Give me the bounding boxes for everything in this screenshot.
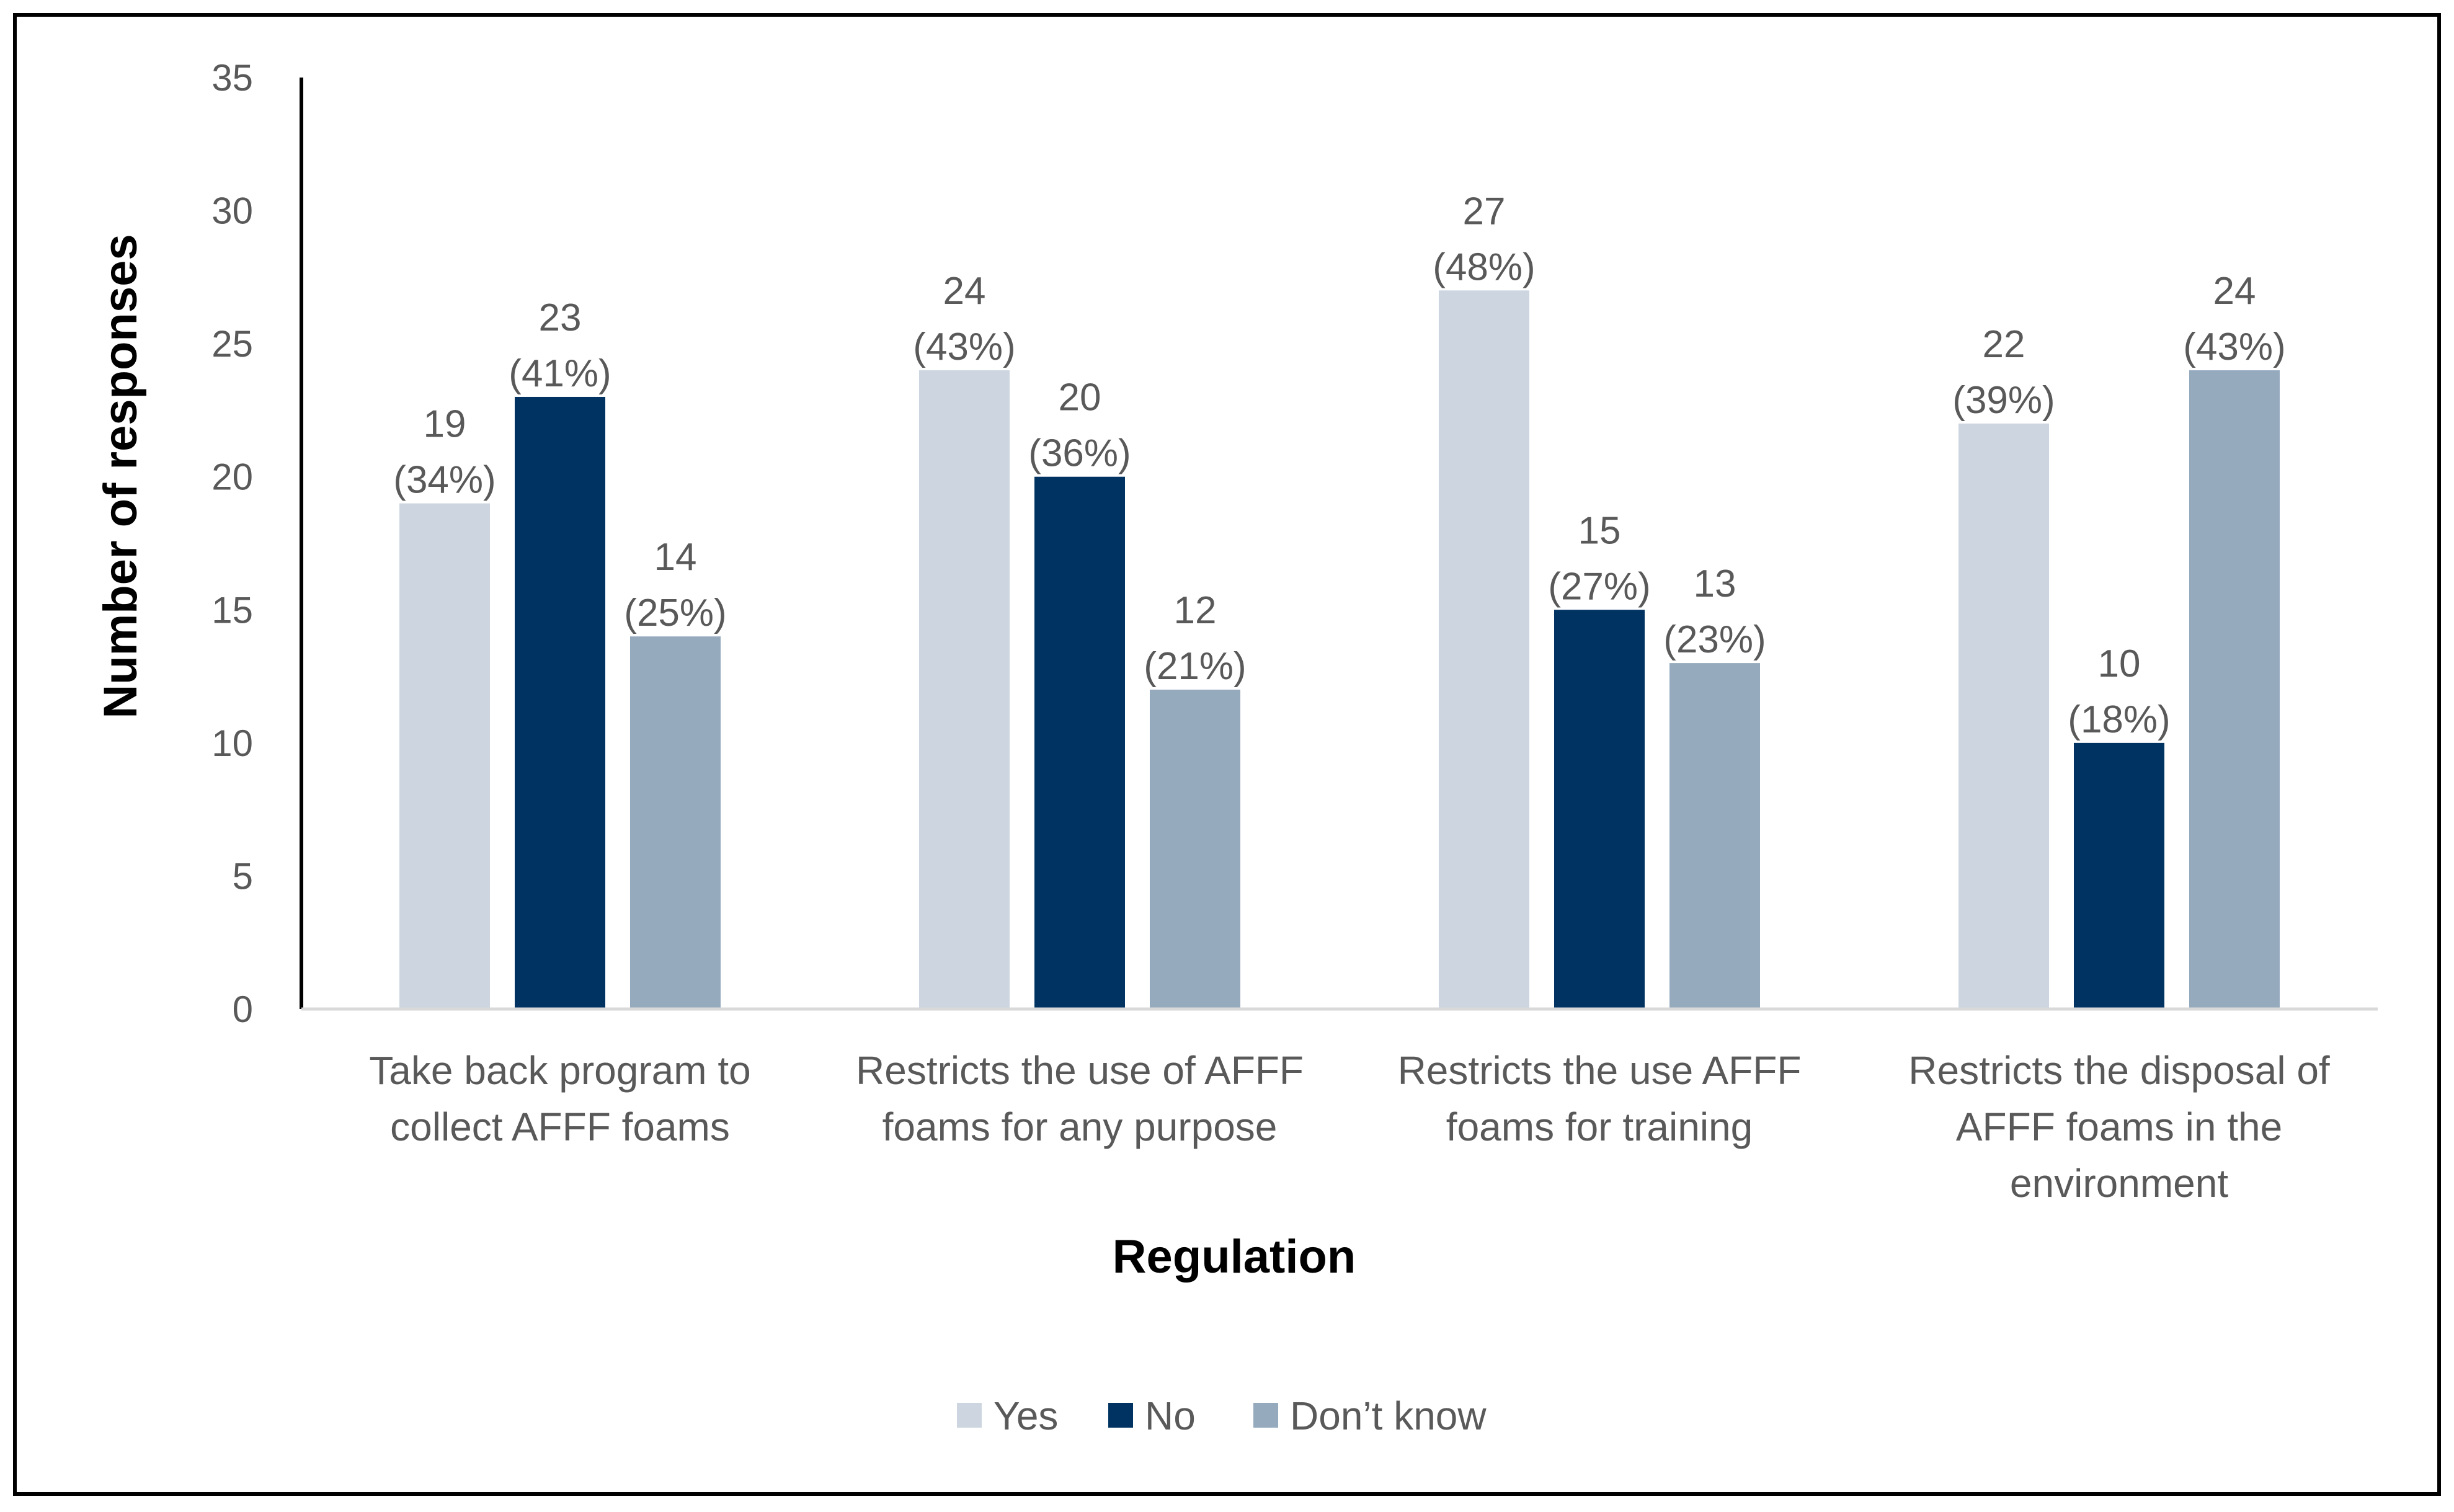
data-label-percent: (43%) xyxy=(913,326,1015,368)
data-label-percent: (21%) xyxy=(1144,645,1246,688)
bar xyxy=(919,370,1010,1009)
x-tick-label: Restricts the disposal of xyxy=(1908,1048,2330,1093)
data-label-percent: (23%) xyxy=(1663,618,1766,661)
x-tick-label: AFFF foams in the xyxy=(1956,1105,2282,1149)
x-tick-label: Restricts the use of AFFF xyxy=(856,1048,1304,1093)
x-tick-label: environment xyxy=(2010,1161,2228,1206)
y-tick-label: 5 xyxy=(233,855,253,897)
bar xyxy=(1034,476,1125,1009)
data-label-percent: (48%) xyxy=(1433,246,1535,288)
data-label-count: 22 xyxy=(1983,323,2025,366)
data-label-percent: (41%) xyxy=(509,352,611,395)
x-tick-label: collect AFFF foams xyxy=(390,1105,730,1149)
x-axis-title: Regulation xyxy=(1113,1230,1356,1283)
bar xyxy=(515,396,605,1009)
bar xyxy=(1554,610,1645,1009)
legend-swatch xyxy=(1253,1403,1278,1428)
y-tick-label: 0 xyxy=(233,989,253,1030)
data-label-percent: (39%) xyxy=(1952,379,2055,422)
data-label-count: 27 xyxy=(1463,190,1506,233)
y-tick-label: 35 xyxy=(211,57,253,99)
y-tick-label: 25 xyxy=(211,323,253,365)
y-tick-label: 20 xyxy=(211,456,253,498)
data-label-count: 10 xyxy=(2098,643,2141,685)
legend-label: Don’t know xyxy=(1290,1394,1487,1438)
data-label-percent: (25%) xyxy=(624,592,726,634)
y-tick-label: 15 xyxy=(211,589,253,631)
x-tick-label: foams for any purpose xyxy=(882,1105,1278,1149)
x-tick-label: Restricts the use AFFF xyxy=(1398,1048,1802,1093)
bar xyxy=(1439,290,1529,1009)
bar xyxy=(1669,663,1760,1009)
bar xyxy=(399,503,490,1009)
data-label-count: 13 xyxy=(1694,563,1736,605)
legend-label: No xyxy=(1145,1394,1196,1438)
data-label-percent: (43%) xyxy=(2183,326,2285,368)
bar xyxy=(1150,690,1240,1009)
data-label-count: 24 xyxy=(2213,270,2256,313)
legend-swatch xyxy=(1108,1403,1133,1428)
data-label-percent: (36%) xyxy=(1028,432,1131,475)
data-label-count: 14 xyxy=(654,536,697,579)
bar xyxy=(1958,423,2049,1009)
data-label-count: 19 xyxy=(424,403,466,446)
y-tick-label: 10 xyxy=(211,723,253,764)
data-label-count: 20 xyxy=(1059,376,1101,419)
data-label-count: 15 xyxy=(1578,509,1621,552)
data-label-count: 24 xyxy=(943,270,986,313)
y-tick-label: 30 xyxy=(211,190,253,232)
x-tick-label: Take back program to xyxy=(369,1048,750,1093)
data-label-count: 23 xyxy=(539,296,582,339)
data-label-percent: (18%) xyxy=(2068,698,2170,741)
bar xyxy=(630,636,721,1009)
data-label-percent: (27%) xyxy=(1548,565,1650,608)
data-label-percent: (34%) xyxy=(393,459,496,502)
data-label-count: 12 xyxy=(1174,589,1217,632)
legend-label: Yes xyxy=(994,1394,1058,1438)
bar xyxy=(2074,742,2164,1009)
x-tick-label: foams for training xyxy=(1446,1105,1753,1149)
y-axis-title: Number of responses xyxy=(94,234,147,718)
legend: Yes No Don’t know xyxy=(957,1394,1487,1438)
legend-swatch xyxy=(957,1403,982,1428)
bar xyxy=(2189,370,2280,1009)
